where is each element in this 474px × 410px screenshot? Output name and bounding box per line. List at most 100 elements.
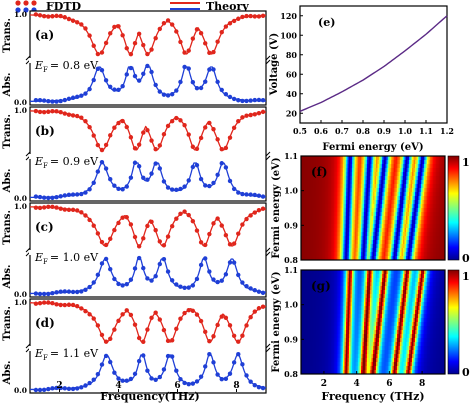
heatmap-cell	[325, 318, 328, 323]
heatmap-cell	[347, 330, 350, 335]
heatmap-cell	[392, 232, 395, 237]
heatmap-cell	[404, 256, 407, 260]
heatmap-cell	[367, 204, 370, 209]
heatmap-cell	[335, 236, 338, 241]
heatmap-cell	[398, 200, 401, 205]
heatmap-cell	[416, 172, 419, 177]
heatmap-cell	[314, 180, 317, 185]
heatmap-cell	[415, 156, 418, 161]
heatmap-cell	[406, 282, 409, 287]
heatmap-cell	[395, 318, 398, 323]
heatmap-cell	[335, 346, 338, 351]
heatmap-cell	[406, 244, 409, 249]
heatmap-cell	[347, 274, 350, 279]
heatmap-cell	[358, 200, 361, 205]
heatmap-cell	[394, 180, 397, 185]
heatmap-cell	[367, 172, 370, 177]
heatmap-cell	[308, 318, 311, 323]
heatmap-cell	[344, 330, 347, 335]
heatmap-cell	[356, 204, 359, 209]
heatmap-cell	[422, 204, 425, 209]
absorption-fdtd-point	[83, 91, 88, 96]
heatmap-cell	[440, 164, 443, 169]
heatmap-cell	[410, 176, 413, 181]
heatmap-cell	[332, 302, 335, 307]
heatmap-cell	[394, 228, 397, 233]
heatmap-cell	[406, 156, 409, 161]
heatmap-cell	[359, 334, 362, 339]
heatmap-cell	[430, 282, 433, 287]
heatmap-cell	[389, 334, 392, 339]
heatmap-cell	[416, 160, 419, 165]
heatmap-cell	[352, 180, 355, 185]
heatmap-cell	[328, 256, 331, 260]
heatmap-cell	[380, 318, 383, 323]
absorption-fdtd-point	[50, 291, 55, 296]
absorption-fdtd-point	[62, 193, 68, 198]
transmission-fdtd-point	[108, 336, 113, 341]
heatmap-cell	[334, 252, 337, 257]
heatmap-cell	[371, 342, 374, 347]
heatmap-cell	[343, 224, 346, 229]
heatmap-cell	[349, 326, 352, 331]
heatmap-cell	[424, 228, 427, 233]
heatmap-cell	[397, 286, 400, 291]
heatmap-cell	[425, 322, 428, 327]
transmission-fdtd-point	[203, 329, 208, 335]
heatmap-cell	[404, 248, 407, 253]
heatmap-cell	[385, 200, 388, 205]
transmission-fdtd-point	[260, 206, 266, 211]
heatmap-cell	[397, 180, 400, 185]
heatmap-cell	[320, 342, 323, 347]
heatmap-cell	[407, 236, 410, 241]
heatmap-cell	[334, 318, 337, 323]
heatmap-cell	[443, 334, 445, 339]
heatmap-cell	[302, 278, 305, 283]
heatmap-cell	[338, 204, 341, 209]
heatmap-cell	[436, 346, 439, 351]
heatmap-cell	[437, 278, 440, 283]
heatmap-cell	[316, 338, 319, 343]
transmission-fdtd-point	[161, 132, 167, 137]
heatmap-cell	[391, 318, 394, 323]
heatmap-cell	[364, 224, 367, 229]
transmission-fdtd-point	[153, 310, 158, 315]
heatmap-cell	[352, 160, 355, 165]
heatmap-cell	[337, 200, 340, 205]
heatmap-cell	[407, 220, 410, 225]
heatmap-cell	[413, 290, 416, 295]
heatmap-cell	[307, 310, 310, 315]
heatmap-cell	[373, 318, 376, 323]
heatmap-cell	[356, 244, 359, 249]
heatmap-cell	[380, 208, 383, 213]
fermi-symbol: E	[34, 59, 43, 72]
heatmap-cell	[412, 160, 415, 165]
heatmap-cell	[374, 248, 377, 253]
heatmap-cell	[335, 192, 338, 197]
heatmap-cell	[376, 172, 379, 177]
heatmap-cell	[421, 236, 424, 241]
heatmap-cell	[346, 334, 349, 339]
heatmap-cell	[400, 168, 403, 173]
heatmap-cell	[361, 180, 364, 185]
heatmap-cell	[365, 318, 368, 323]
heatmap-cell	[382, 270, 385, 275]
heatmap-cell	[392, 156, 395, 161]
heatmap-cell	[376, 298, 379, 303]
heatmap-cell	[380, 342, 383, 347]
transmission-fdtd-point	[120, 312, 125, 317]
heatmap-cell	[308, 310, 311, 315]
heatmap-cell	[404, 212, 407, 217]
heatmap-cell	[419, 172, 422, 177]
heatmap-cell	[314, 334, 317, 339]
heatmap-cell	[400, 270, 403, 275]
heatmap-cell	[365, 326, 368, 331]
heatmap-cell	[442, 192, 445, 197]
heatmap-cell	[442, 196, 445, 201]
heatmap-cell	[356, 278, 359, 283]
heatmap-cell	[370, 204, 373, 209]
transmission-fdtd-point	[203, 125, 208, 130]
transmission-fdtd-point	[33, 205, 39, 210]
heatmap-cell	[362, 302, 365, 307]
heatmap-cell	[392, 256, 395, 260]
